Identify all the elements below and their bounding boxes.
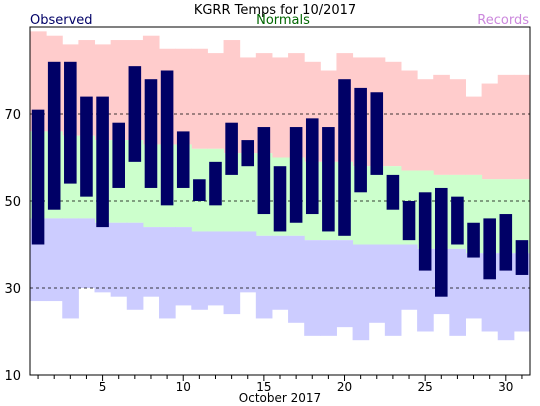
observed-bar [451,196,464,245]
x-axis: 5 10 15 20 25 30 [37,375,523,394]
x-axis-label: October 2017 [239,391,321,405]
y-axis: 10 30 50 70 [4,108,21,384]
record-low-band [207,231,225,306]
record-low-band [46,218,63,302]
observed-bar [47,61,61,210]
observed-bar [241,140,255,167]
observed-bar [96,96,109,228]
record-high-band [110,40,128,141]
record-low-band [400,244,418,310]
y-tick-label: 70 [4,108,21,123]
record-low-band [78,218,96,288]
x-tick-label: 15 [256,380,271,394]
record-low-band [191,231,208,310]
record-high-band [400,70,418,171]
record-low-band [126,222,144,310]
observed-bar [160,70,174,206]
record-high-band [449,79,466,175]
observed-bar [31,109,45,245]
y-tick-label: 10 [4,369,21,384]
record-high-band [384,61,402,167]
record-low-band [465,253,483,319]
y-tick-label: 30 [4,282,21,297]
record-low-band [384,244,402,336]
observed-bar [338,79,351,236]
record-low-band [352,244,370,341]
record-high-band [513,74,531,180]
chart-title: KGRR Temps for 10/2017 [194,3,356,18]
observed-bar [499,214,513,271]
observed-bar [386,174,400,210]
record-low-bands [30,218,531,341]
legend-observed: Observed [30,13,93,28]
observed-bar [193,179,206,201]
observed-bar [64,61,77,184]
observed-bar [418,192,432,271]
record-low-band [110,222,128,297]
record-low-band [175,227,192,306]
record-low-band [255,235,273,319]
observed-bar [370,92,384,175]
record-low-band [142,227,160,297]
observed-bar [128,66,142,162]
observed-bar [209,161,222,206]
record-low-band [288,235,305,323]
record-high-band [191,48,208,149]
legend-records: Records [477,13,529,28]
record-low-band [368,244,386,323]
observed-bar [273,166,287,232]
record-low-band [223,231,241,315]
normal-band [368,166,386,245]
observed-bar [483,218,496,280]
observed-bar [257,127,271,215]
record-high-band [497,74,515,180]
normal-band [513,179,531,254]
record-low-band [320,240,337,336]
record-high-band [207,53,225,149]
observed-bar [467,222,480,258]
observed-bar [354,87,367,193]
x-tick-label: 30 [498,380,513,394]
record-low-band [62,218,79,319]
record-high-band [465,96,483,175]
observed-bar [289,127,303,223]
record-high-band [30,31,47,132]
observed-bar [305,118,319,215]
x-tick-label: 20 [337,380,352,394]
x-tick-label: 25 [418,380,433,394]
record-low-band [159,227,176,319]
observed-bar [322,127,335,232]
observed-bar [112,122,125,188]
observed-bar [144,79,158,188]
record-high-band [271,57,289,158]
record-low-band [449,248,466,336]
record-high-band [239,57,257,154]
observed-bar [515,240,529,275]
observed-bar [176,131,190,188]
record-high-band [433,74,450,175]
record-low-band [497,253,515,341]
record-high-band [175,48,192,145]
observed-bar [80,96,93,197]
legend-normals: Normals [256,13,310,28]
observed-bar [435,187,448,297]
y-tick-label: 50 [4,195,21,210]
x-tick-label: 10 [176,380,191,394]
record-high-band [417,79,434,171]
record-low-band [271,235,289,310]
observed-bar [402,201,416,241]
x-tick-label: 5 [99,380,107,394]
record-low-band [94,222,112,293]
record-low-band [336,240,354,328]
normal-band [239,153,257,232]
record-high-band [481,83,499,180]
observed-bar [225,122,238,175]
observed-bars [31,61,529,297]
record-low-band [239,231,257,293]
